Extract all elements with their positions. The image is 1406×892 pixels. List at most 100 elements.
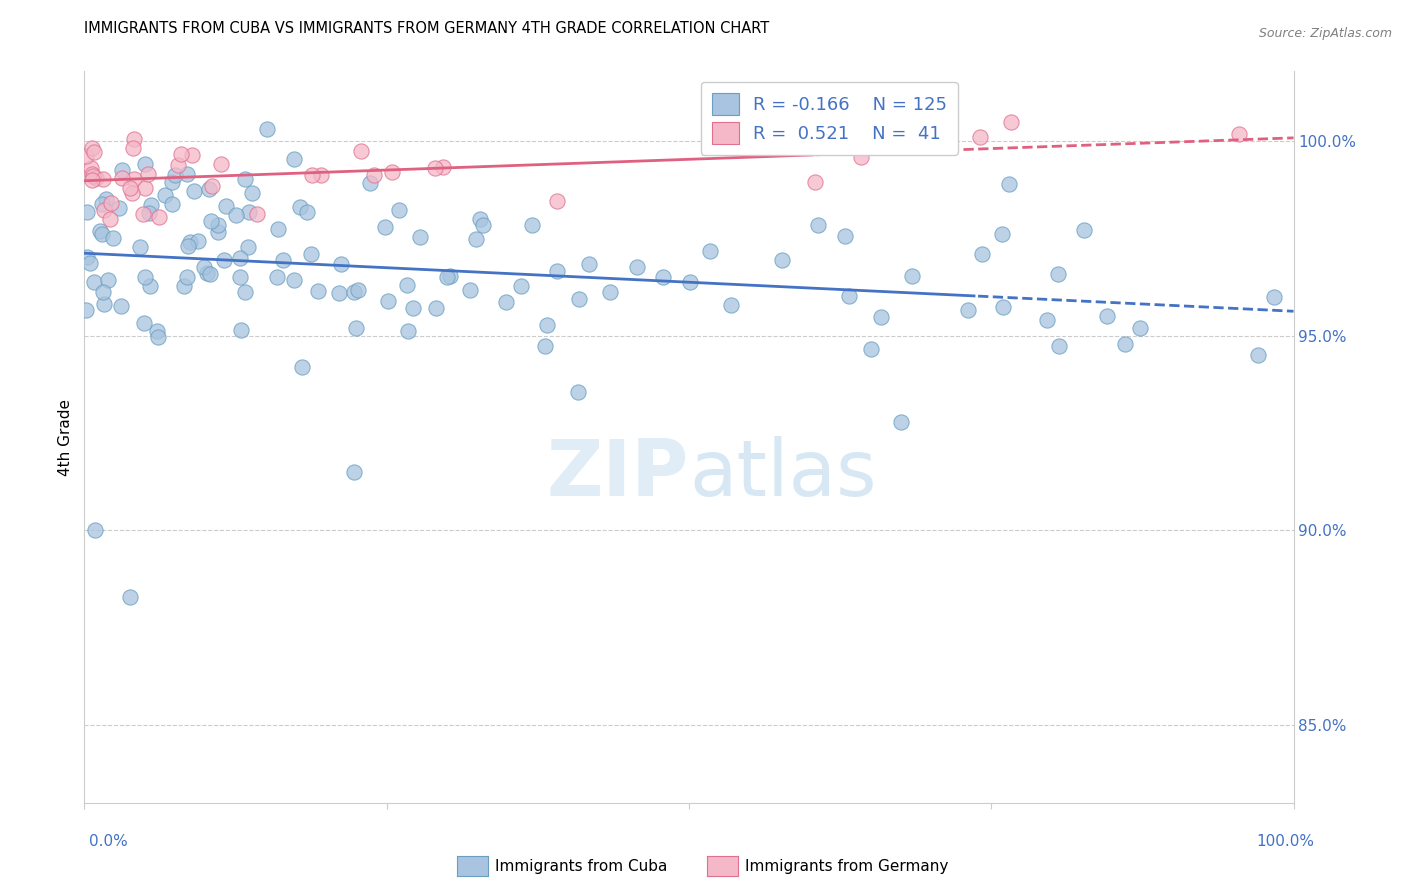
Point (890, 415, 912, 429)
Point (599, 285, 621, 299)
Point (432, 160, 454, 174)
Point (84, 171, 107, 186)
Point (803, 175, 825, 189)
Point (93, 297, 115, 311)
Point (201, 178, 224, 193)
Point (229, 323, 252, 337)
Point (165, 168, 187, 182)
Point (328, 286, 350, 301)
Point (233, 285, 256, 299)
Point (246, 207, 269, 221)
Point (363, 168, 385, 182)
Point (273, 252, 295, 267)
Point (381, 164, 404, 178)
Point (136, 167, 159, 181)
Point (229, 251, 252, 265)
Point (215, 199, 238, 213)
Point (330, 256, 353, 270)
Point (91, 285, 114, 299)
Point (148, 210, 170, 224)
Point (770, 253, 793, 268)
Point (472, 218, 495, 232)
Point (374, 219, 396, 234)
Point (972, 247, 994, 261)
Point (233, 172, 256, 186)
Point (238, 204, 260, 219)
Point (283, 273, 305, 287)
Point (806, 218, 828, 232)
Point (343, 285, 366, 299)
Point (308, 284, 330, 298)
Point (1114, 336, 1136, 351)
Text: IMMIGRANTS FROM CUBA VS IMMIGRANTS FROM GERMANY 4TH GRADE CORRELATION CHART: IMMIGRANTS FROM CUBA VS IMMIGRANTS FROM … (84, 21, 769, 36)
Point (93, 202, 115, 217)
Point (84, 524, 107, 538)
Point (1035, 313, 1057, 327)
Point (267, 222, 290, 236)
Point (91, 197, 114, 211)
Point (720, 297, 742, 311)
Point (83, 145, 105, 159)
Text: Immigrants from Cuba: Immigrants from Cuba (495, 859, 668, 873)
Point (145, 324, 167, 338)
Point (82, 173, 104, 187)
Text: Immigrants from Germany: Immigrants from Germany (745, 859, 949, 873)
Point (240, 186, 263, 200)
Point (173, 278, 195, 293)
Point (297, 205, 319, 219)
Point (82, 140, 104, 154)
Point (1000, 115, 1022, 129)
Point (195, 266, 218, 280)
Point (89, 224, 111, 238)
Point (207, 225, 229, 239)
Point (1097, 310, 1119, 324)
Point (402, 301, 425, 315)
Point (229, 269, 252, 284)
Point (436, 270, 458, 285)
Point (347, 283, 370, 297)
Point (98, 212, 121, 227)
Point (344, 320, 367, 334)
Point (160, 175, 183, 189)
Point (132, 207, 155, 221)
Point (1047, 267, 1070, 281)
Point (1073, 223, 1095, 237)
Point (176, 167, 198, 181)
Point (209, 157, 232, 171)
Point (207, 218, 229, 232)
Point (91, 227, 114, 242)
Point (309, 168, 332, 182)
Point (1229, 127, 1251, 141)
Point (495, 295, 517, 310)
Point (409, 229, 432, 244)
Point (91, 172, 114, 186)
Point (187, 234, 209, 248)
Point (181, 148, 204, 162)
Point (134, 181, 156, 195)
Point (82, 169, 104, 183)
Point (132, 317, 155, 331)
Point (146, 330, 169, 344)
Point (193, 260, 215, 275)
Point (122, 172, 145, 186)
Point (567, 384, 589, 399)
Point (626, 260, 648, 274)
Point (834, 229, 856, 244)
Point (79, 255, 101, 269)
Point (134, 270, 156, 285)
Point (80, 167, 103, 181)
Point (679, 276, 702, 290)
Point (546, 194, 568, 208)
Point (1263, 290, 1285, 304)
Point (350, 144, 373, 158)
Text: 100.0%: 100.0% (1257, 834, 1315, 849)
Point (291, 360, 314, 375)
Point (396, 324, 419, 338)
Point (423, 161, 446, 176)
Point (225, 208, 247, 222)
Point (439, 268, 461, 283)
Point (111, 163, 134, 178)
Point (290, 200, 312, 214)
Point (80, 161, 103, 175)
Text: 0.0%: 0.0% (89, 834, 128, 849)
